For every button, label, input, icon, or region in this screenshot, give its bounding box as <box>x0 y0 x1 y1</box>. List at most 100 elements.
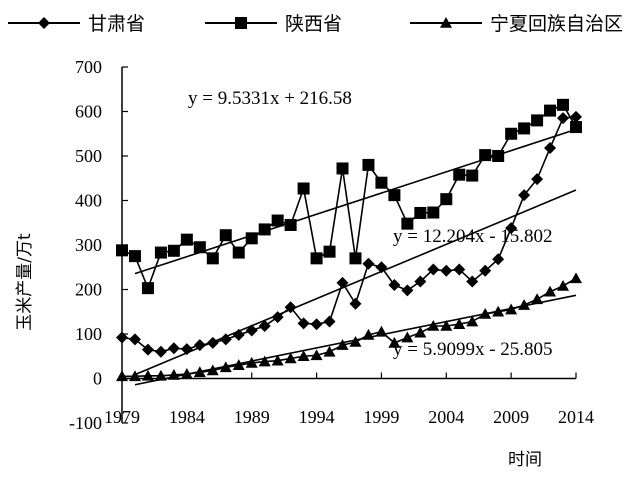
data-point <box>154 246 167 259</box>
data-point <box>544 104 557 117</box>
y-tick-label: 200 <box>75 280 102 300</box>
data-point <box>141 282 154 295</box>
data-point <box>518 299 531 310</box>
data-point <box>531 173 544 186</box>
data-point <box>466 315 479 327</box>
x-tick-label: 1994 <box>299 407 335 427</box>
data-point <box>193 366 206 378</box>
data-point <box>310 349 323 361</box>
data-point <box>193 339 206 352</box>
data-point <box>232 328 245 341</box>
y-tick-label: 700 <box>75 57 102 77</box>
data-point <box>232 359 245 370</box>
data-point <box>401 217 414 230</box>
data-point <box>206 336 219 349</box>
data-point <box>271 214 284 227</box>
data-point <box>479 264 492 277</box>
data-point <box>349 336 362 347</box>
data-point <box>141 369 154 381</box>
trend-equation: y = 5.9099x - 25.805 <box>393 339 553 360</box>
data-point <box>310 252 323 265</box>
data-point <box>167 244 180 257</box>
data-point <box>362 328 375 340</box>
data-point <box>336 276 349 289</box>
data-point <box>116 370 128 382</box>
data-point <box>219 333 232 346</box>
data-point <box>440 193 453 206</box>
data-point <box>440 319 453 331</box>
data-point <box>336 162 349 175</box>
data-point <box>180 368 193 379</box>
legend: 甘肃省 陕西省 宁夏回族自治区 <box>8 13 623 35</box>
data-point <box>453 263 466 276</box>
data-point <box>388 336 401 348</box>
data-point <box>284 352 297 364</box>
data-point <box>323 345 336 357</box>
y-tick-label: -100 <box>69 413 102 433</box>
x-tick-label: 1999 <box>363 407 399 427</box>
y-axis-title: 玉米产量/万t <box>15 233 35 331</box>
data-point <box>414 275 427 288</box>
y-tick-label: 100 <box>75 324 102 344</box>
data-point <box>141 343 154 356</box>
legend-marker <box>38 17 50 29</box>
x-tick-label: 1979 <box>104 407 140 427</box>
data-point <box>492 305 505 317</box>
data-point <box>401 331 414 343</box>
trend-equation: y = 12.204x - 15.802 <box>393 226 553 247</box>
data-point <box>466 169 479 182</box>
data-point <box>427 206 440 219</box>
x-axis-title: 时间 <box>508 450 542 470</box>
data-point <box>440 264 453 277</box>
data-point <box>116 331 128 344</box>
data-point <box>128 333 141 346</box>
data-point <box>258 319 271 332</box>
series <box>116 98 582 382</box>
data-point <box>219 361 232 373</box>
data-point <box>362 257 375 270</box>
legend-marker <box>235 17 247 29</box>
data-point <box>375 176 388 189</box>
data-point <box>219 229 232 242</box>
x-tick-label: 2014 <box>558 407 594 427</box>
data-point <box>505 222 518 235</box>
data-point <box>323 315 336 328</box>
data-point <box>284 301 297 314</box>
data-point <box>427 263 440 276</box>
data-point <box>570 121 582 134</box>
data-point <box>466 275 479 288</box>
y-tick-label: 400 <box>75 191 102 211</box>
data-point <box>167 342 180 355</box>
data-point <box>154 369 167 381</box>
data-point <box>180 233 193 246</box>
data-point <box>232 246 245 259</box>
x-tick-label: 1989 <box>234 407 270 427</box>
data-point <box>128 250 141 263</box>
data-point <box>154 345 167 358</box>
data-point <box>349 297 362 310</box>
data-point <box>206 252 219 265</box>
data-point <box>271 354 284 366</box>
data-point <box>271 311 284 324</box>
data-point <box>193 241 206 254</box>
legend-label: 陕西省 <box>285 13 342 35</box>
data-point <box>453 168 466 181</box>
data-point <box>206 364 219 376</box>
data-point <box>479 149 492 162</box>
data-point <box>531 293 544 305</box>
data-point <box>505 127 518 140</box>
data-point <box>518 189 531 202</box>
data-point <box>557 112 570 125</box>
y-tick-label: 500 <box>75 146 102 166</box>
data-point <box>167 368 180 380</box>
data-point <box>388 279 401 292</box>
data-point <box>323 245 336 258</box>
data-point <box>245 356 258 368</box>
data-point <box>310 318 323 331</box>
data-point <box>427 319 440 331</box>
axes: -100 0 100 200 300 400 500 600 700 1979 1984 1989 19… <box>69 57 594 433</box>
x-tick-label: 1984 <box>169 407 205 427</box>
y-tick-label: 600 <box>75 102 102 122</box>
data-point <box>245 232 258 245</box>
